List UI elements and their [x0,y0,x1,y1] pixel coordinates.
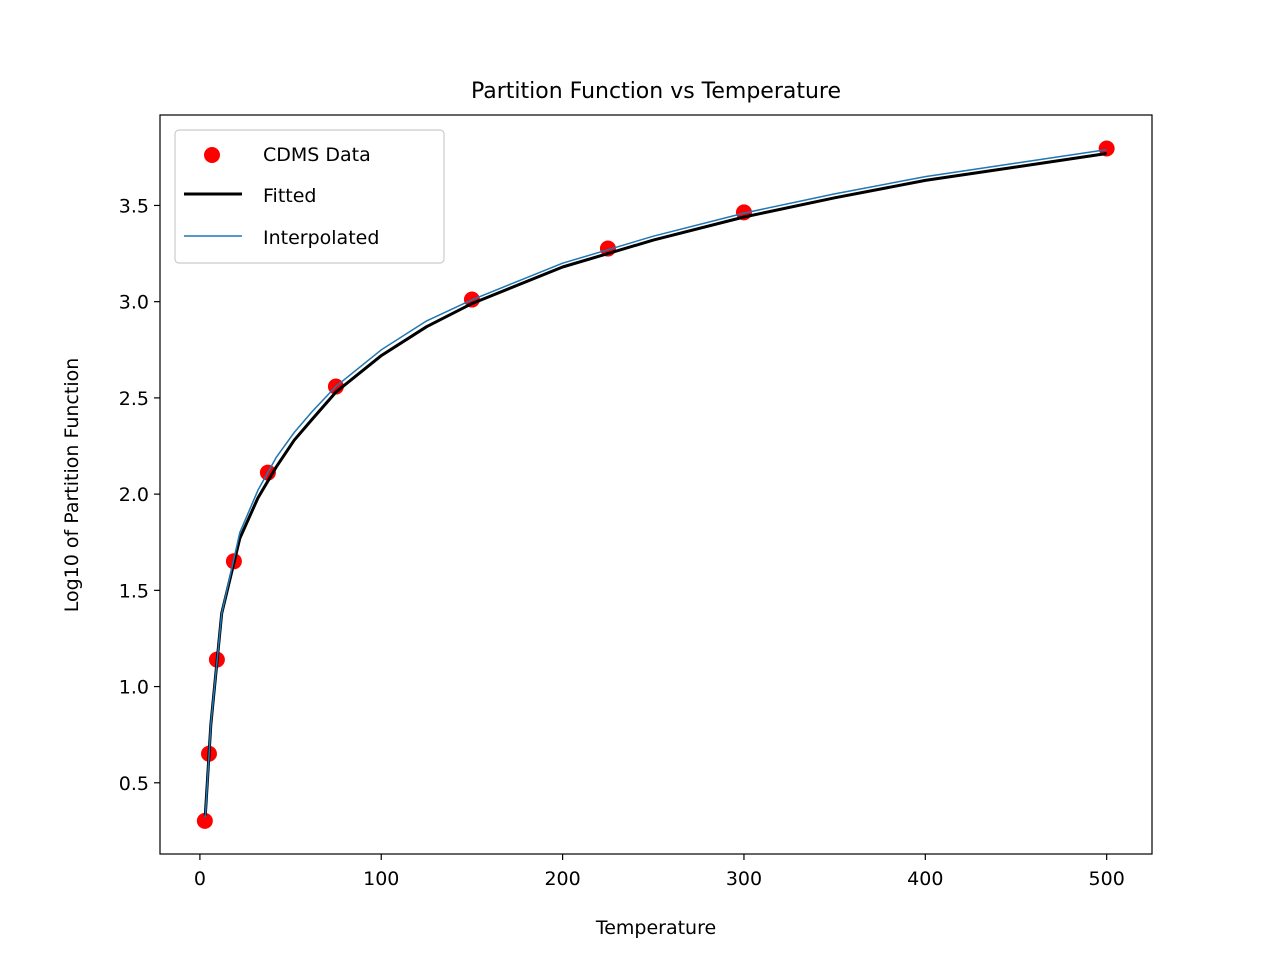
legend-label-interpolated: Interpolated [263,227,379,249]
data-point-cdms [196,812,213,829]
y-tick-label: 3.5 [119,195,149,217]
line-fitted [203,152,1107,816]
plot-area [196,140,1115,829]
data-point-cdms [1098,140,1115,157]
y-tick-label: 3.0 [119,292,149,314]
legend-label-cdms: CDMS Data [263,144,371,166]
y-tick-label: 0.5 [119,773,149,795]
axes-frame [159,114,1153,855]
line-interpolated [204,148,1107,818]
y-tick-label: 2.5 [119,388,149,410]
legend-label-fitted: Fitted [263,185,316,207]
x-axis-label: Temperature [595,917,716,939]
y-tick-label: 1.0 [119,677,149,699]
chart-title: Partition Function vs Temperature [471,79,841,104]
y-axis: 0.5 1.0 1.5 2.0 2.5 3.0 3.5 [119,195,160,795]
x-tick-label: 200 [544,868,580,890]
y-axis-label: Log10 of Partition Function [61,358,83,613]
x-tick-label: 100 [363,868,399,890]
x-axis: 0 100 200 300 400 500 [194,854,1125,890]
x-tick-label: 300 [726,868,762,890]
x-tick-label: 0 [194,868,206,890]
legend: CDMS Data Fitted Interpolated [174,129,445,264]
x-tick-label: 400 [907,868,943,890]
x-tick-label: 500 [1089,868,1125,890]
y-tick-label: 1.5 [119,580,149,602]
legend-box [174,129,445,264]
y-tick-label: 2.0 [119,484,149,506]
legend-marker-cdms [204,147,220,163]
